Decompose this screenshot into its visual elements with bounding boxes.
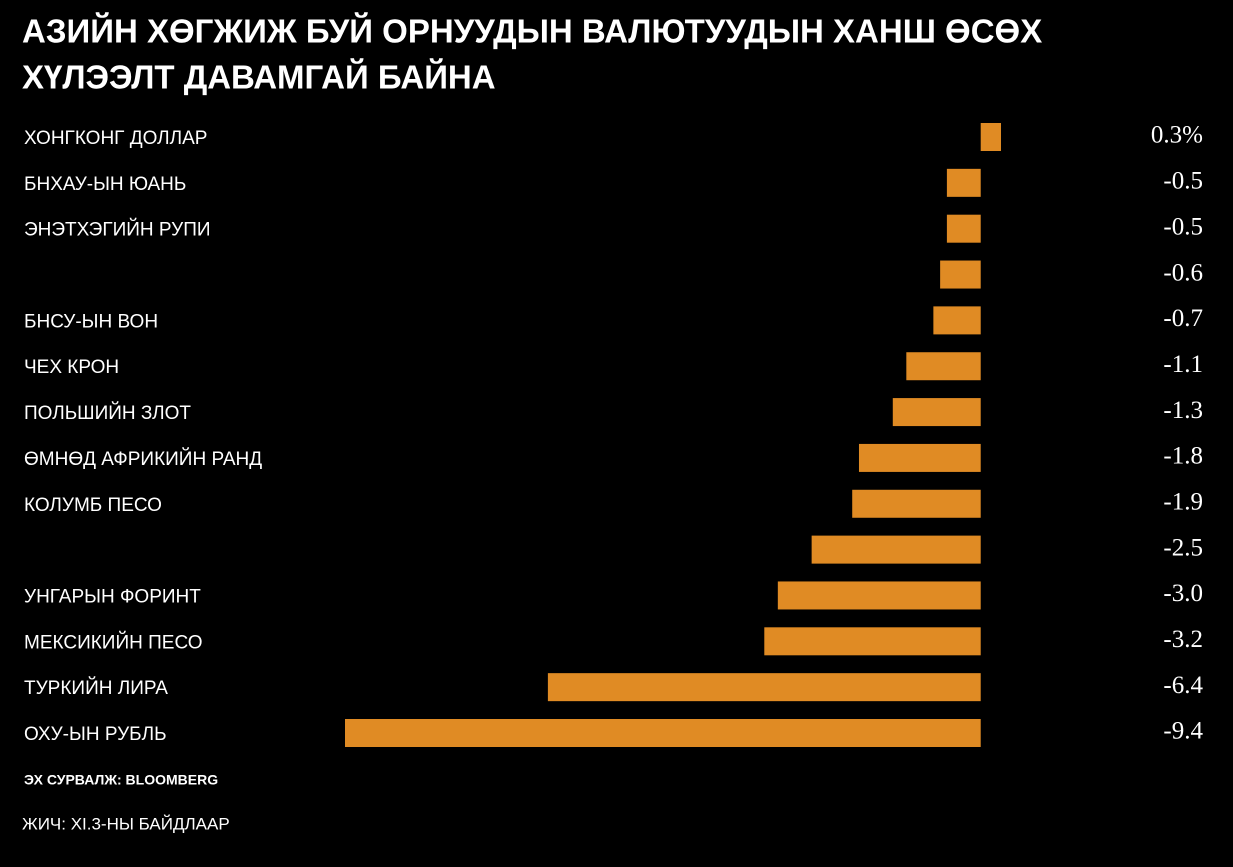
note: ЖИЧ: XI.3-НЫ БАЙДЛААР xyxy=(22,814,230,833)
category-label: ПОЛЬШИЙН ЗЛОТ xyxy=(24,402,191,424)
category-label: БНХАУ-ЫН ЮАНЬ xyxy=(24,174,186,195)
value-label: -9.4 xyxy=(1163,718,1203,745)
value-label: -0.7 xyxy=(1163,305,1203,332)
bar xyxy=(946,168,981,197)
chart-title: АЗИЙН ХӨГЖИЖ БУЙ ОРНУУДЫН ВАЛЮТУУДЫН ХАН… xyxy=(22,12,1042,50)
chart-title: ХҮЛЭЭЛТ ДАВАМГАЙ БАЙНА xyxy=(22,58,496,96)
value-label: -0.5 xyxy=(1163,168,1203,195)
value-label: -3.0 xyxy=(1163,580,1203,607)
value-label: -1.1 xyxy=(1163,351,1203,378)
category-label: ЧЕХ КРОН xyxy=(24,357,119,378)
category-label: ӨМНӨД АФРИКИЙН РАНД xyxy=(24,448,262,470)
value-label: 0.3% xyxy=(1151,122,1203,149)
value-label: -2.5 xyxy=(1163,534,1203,561)
category-label: УНГАРЫН ФОРИНТ xyxy=(24,586,201,607)
bar xyxy=(940,260,981,289)
bar xyxy=(811,535,981,564)
category-label: ОХУ-ЫН РУБЛЬ xyxy=(24,724,167,745)
category-label: МЕКСИКИЙН ПЕСО xyxy=(24,631,203,653)
bar xyxy=(858,443,981,472)
bar xyxy=(946,214,981,243)
bar xyxy=(547,673,981,702)
bar xyxy=(906,352,981,381)
value-label: -0.6 xyxy=(1163,259,1203,286)
bar xyxy=(777,581,981,610)
value-label: -3.2 xyxy=(1163,626,1203,653)
value-label: -1.3 xyxy=(1163,397,1203,424)
value-label: -0.5 xyxy=(1163,213,1203,240)
category-label: БНСУ-ЫН ВОН xyxy=(24,311,158,332)
bar xyxy=(345,719,981,747)
value-label: -1.8 xyxy=(1163,443,1203,470)
value-label: -6.4 xyxy=(1163,672,1203,699)
bar xyxy=(980,123,1001,151)
bar xyxy=(933,306,981,335)
bar xyxy=(764,627,981,656)
bar xyxy=(892,398,981,427)
category-label: КОЛУМБ ПЕСО xyxy=(24,495,162,516)
value-label: -1.9 xyxy=(1163,489,1203,516)
category-label: ЭНЭТХЭГИЙН РУПИ xyxy=(24,219,211,241)
bar xyxy=(852,489,981,518)
category-label: ХОНГКОНГ ДОЛЛАР xyxy=(24,128,207,149)
source: ЭХ СУРВАЛЖ: BLOOMBERG xyxy=(24,772,218,788)
category-label: ТУРКИЙН ЛИРА xyxy=(24,677,168,699)
